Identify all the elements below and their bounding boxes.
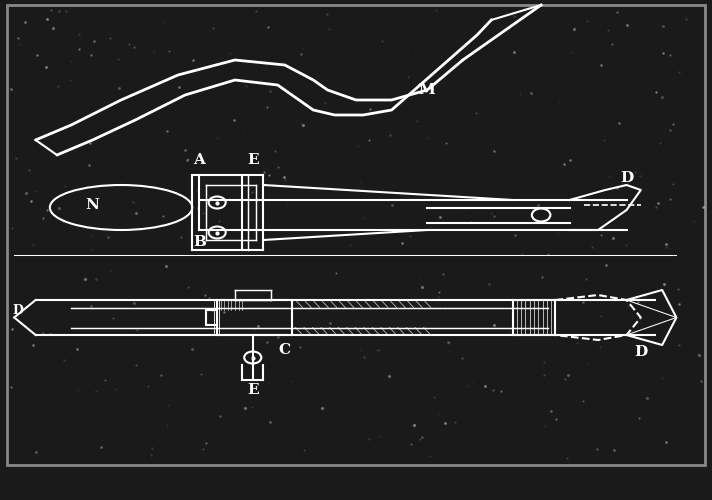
- Text: N: N: [85, 198, 100, 212]
- Text: D: D: [12, 304, 23, 316]
- Text: C: C: [278, 343, 291, 357]
- Text: D: D: [634, 346, 647, 360]
- Text: D: D: [620, 170, 633, 184]
- Text: A: A: [194, 153, 205, 167]
- Text: E: E: [247, 383, 258, 397]
- Text: B: B: [193, 236, 206, 250]
- Text: M: M: [419, 83, 436, 97]
- Text: E: E: [247, 153, 258, 167]
